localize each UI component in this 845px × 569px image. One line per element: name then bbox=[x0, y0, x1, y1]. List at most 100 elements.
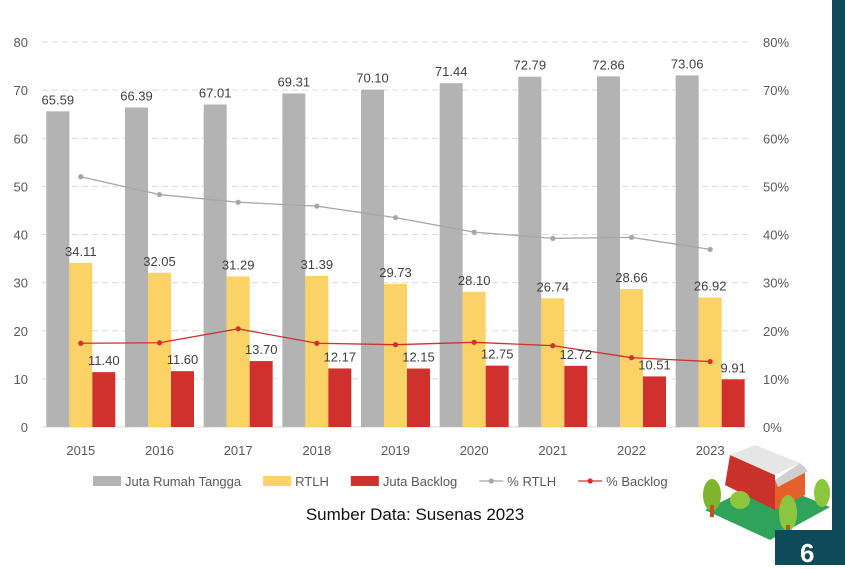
bar-juta-backlog bbox=[643, 376, 666, 427]
bar-juta-rumah-tangga bbox=[439, 83, 463, 427]
y2-tick-label: 10% bbox=[763, 372, 789, 387]
data-label: 26.92 bbox=[694, 278, 727, 293]
y2-tick-label: 50% bbox=[763, 179, 789, 194]
y-tick-label: 10 bbox=[14, 372, 28, 387]
line-point bbox=[78, 340, 84, 346]
legend-marker bbox=[587, 478, 593, 484]
y2-tick-label: 20% bbox=[763, 324, 789, 339]
line-point bbox=[471, 229, 477, 235]
data-label: 10.51 bbox=[638, 357, 671, 372]
bar-juta-backlog bbox=[171, 371, 194, 427]
data-label: 72.79 bbox=[514, 58, 547, 73]
line-point bbox=[707, 358, 713, 365]
y2-tick-label: 70% bbox=[763, 83, 789, 98]
data-label: 65.59 bbox=[42, 92, 75, 107]
line-point bbox=[471, 339, 477, 345]
y-tick-label: 60 bbox=[14, 131, 28, 146]
y2-tick-label: 30% bbox=[763, 276, 789, 291]
data-label: 70.10 bbox=[356, 71, 389, 86]
data-label: 31.39 bbox=[301, 257, 334, 272]
data-label: 13.70 bbox=[245, 342, 278, 357]
bar-juta-backlog bbox=[328, 368, 352, 427]
x-tick-label: 2020 bbox=[460, 443, 489, 458]
line-point bbox=[392, 342, 399, 348]
line-point bbox=[550, 343, 556, 349]
y-tick-label: 80 bbox=[14, 35, 28, 50]
bar-juta-rumah-tangga bbox=[597, 76, 620, 427]
data-label: 66.39 bbox=[120, 88, 153, 103]
bar-rtlh bbox=[541, 298, 565, 427]
legend-swatch bbox=[93, 476, 121, 486]
line-point bbox=[156, 191, 163, 198]
y2-tick-label: 80% bbox=[763, 35, 789, 50]
side-band bbox=[832, 0, 845, 565]
x-tick-label: 2021 bbox=[538, 443, 567, 458]
bar-juta-backlog bbox=[249, 361, 273, 427]
bar-juta-rumah-tangga bbox=[518, 76, 542, 428]
x-tick-label: 2022 bbox=[617, 443, 646, 458]
bar-rtlh bbox=[305, 275, 329, 427]
y-tick-label: 50 bbox=[14, 179, 28, 194]
data-label: 69.31 bbox=[278, 74, 311, 89]
legend-swatch bbox=[350, 476, 379, 486]
x-tick-label: 2017 bbox=[224, 443, 253, 458]
data-label: 28.10 bbox=[458, 273, 491, 288]
line-point bbox=[392, 215, 399, 221]
bar-juta-backlog bbox=[721, 379, 745, 427]
data-label: 12.72 bbox=[560, 347, 593, 362]
legend-label: RTLH bbox=[295, 474, 329, 489]
data-label: 32.05 bbox=[143, 254, 176, 269]
legend-label: Juta Backlog bbox=[383, 474, 457, 489]
data-label: 9.91 bbox=[721, 360, 746, 375]
data-label: 12.17 bbox=[324, 349, 357, 364]
bar-rtlh bbox=[384, 283, 407, 427]
data-label: 12.75 bbox=[481, 347, 514, 362]
page-number-box bbox=[775, 530, 845, 565]
data-label: 29.73 bbox=[379, 265, 412, 280]
bar-juta-rumah-tangga bbox=[125, 107, 148, 428]
y-tick-label: 20 bbox=[14, 324, 28, 339]
page-number: 6 bbox=[800, 538, 815, 568]
bar-rtlh bbox=[148, 272, 171, 427]
bar-juta-backlog bbox=[92, 372, 116, 427]
y-tick-label: 30 bbox=[14, 276, 28, 291]
line-point bbox=[314, 340, 320, 346]
y-tick-label: 0 bbox=[21, 420, 28, 435]
data-label: 11.60 bbox=[167, 352, 199, 367]
bar-juta-backlog bbox=[564, 365, 588, 427]
data-label: 71.44 bbox=[435, 64, 468, 79]
bar-juta-rumah-tangga bbox=[282, 93, 306, 428]
y2-tick-label: 60% bbox=[763, 131, 789, 146]
source-note: Sumber Data: Susenas 2023 bbox=[305, 505, 525, 524]
data-label: 11.40 bbox=[88, 353, 120, 368]
data-label: 72.86 bbox=[592, 57, 625, 72]
line-point bbox=[314, 203, 320, 209]
legend-label: Juta Rumah Tangga bbox=[125, 474, 242, 489]
y2-tick-label: 0% bbox=[763, 420, 782, 435]
x-tick-label: 2019 bbox=[381, 443, 410, 458]
line-point bbox=[78, 174, 84, 180]
line-point bbox=[235, 199, 241, 205]
y2-tick-label: 40% bbox=[763, 228, 789, 243]
x-tick-label: 2016 bbox=[145, 443, 174, 458]
bar-juta-rumah-tangga bbox=[46, 111, 70, 428]
data-label: 28.66 bbox=[615, 270, 648, 285]
bar-juta-rumah-tangga bbox=[675, 75, 699, 428]
line-point bbox=[235, 326, 241, 332]
data-label: 31.29 bbox=[222, 257, 255, 272]
x-tick-label: 2018 bbox=[302, 443, 331, 458]
line-point bbox=[628, 355, 635, 361]
data-label: 73.06 bbox=[671, 56, 704, 71]
data-label: 26.74 bbox=[537, 279, 570, 294]
legend-marker bbox=[488, 478, 494, 484]
y-tick-label: 70 bbox=[14, 83, 28, 98]
legend-swatch bbox=[263, 476, 292, 486]
bar-juta-backlog bbox=[485, 365, 509, 427]
bar-juta-backlog bbox=[407, 368, 430, 427]
line-point bbox=[156, 340, 163, 346]
bar-rtlh bbox=[226, 276, 250, 427]
data-label: 12.15 bbox=[402, 350, 435, 365]
data-label: 67.01 bbox=[199, 86, 232, 101]
x-tick-label: 2023 bbox=[696, 443, 725, 458]
house-illustration-icon bbox=[703, 445, 830, 540]
